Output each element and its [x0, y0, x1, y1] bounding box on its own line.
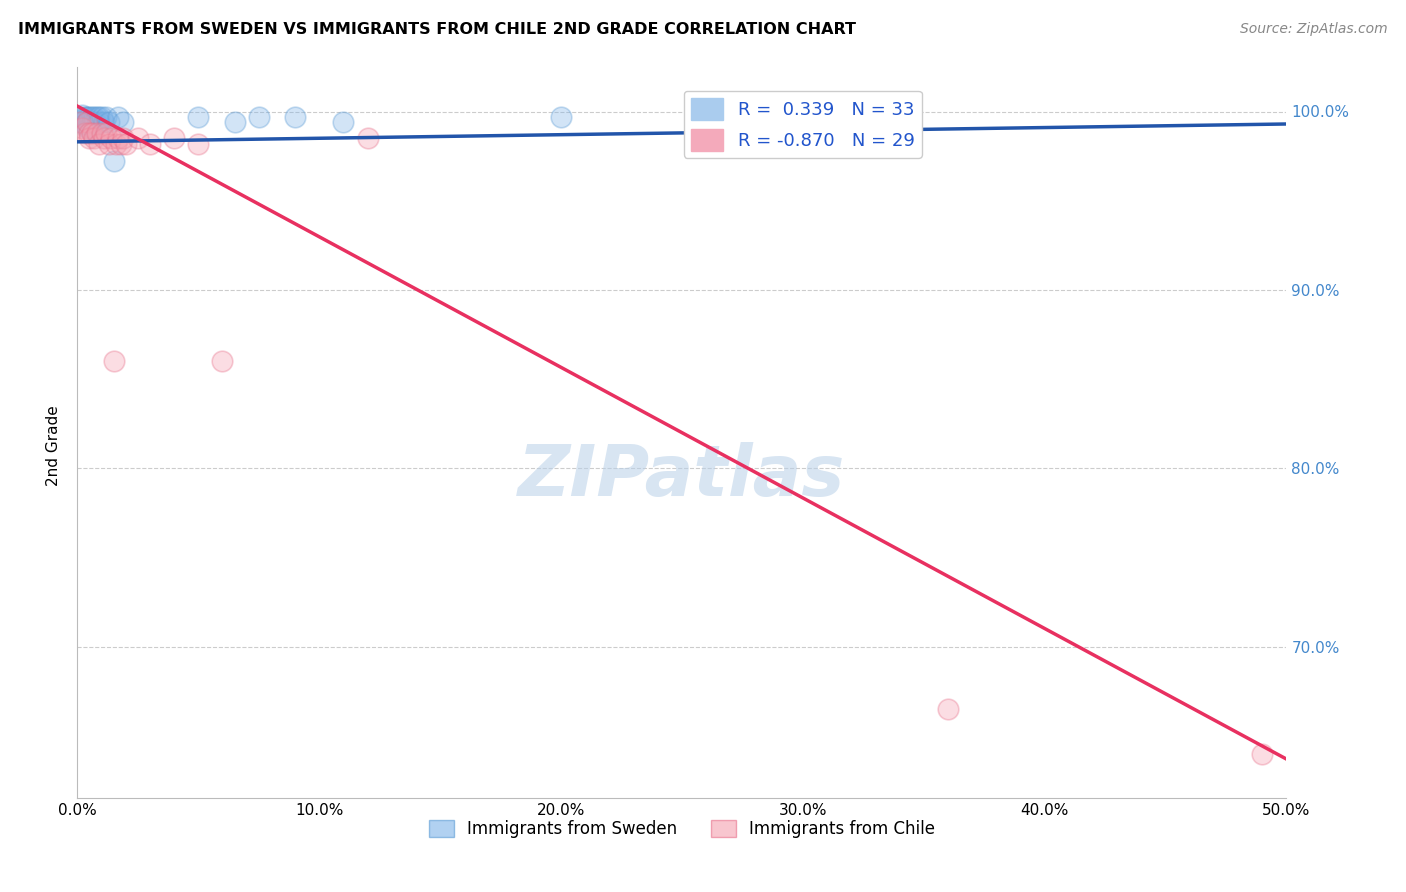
Point — [79, 110, 101, 124]
Text: 2nd Grade: 2nd Grade — [46, 406, 60, 486]
Point — [114, 136, 136, 151]
Point — [97, 115, 120, 129]
Point — [96, 110, 118, 124]
Point — [224, 115, 246, 129]
Text: Source: ZipAtlas.com: Source: ZipAtlas.com — [1240, 22, 1388, 37]
Point — [83, 110, 105, 124]
Point — [69, 110, 91, 124]
Legend: Immigrants from Sweden, Immigrants from Chile: Immigrants from Sweden, Immigrants from … — [422, 814, 942, 845]
Point — [70, 115, 93, 129]
Text: ZIPatlas: ZIPatlas — [519, 442, 845, 511]
Point — [112, 115, 135, 129]
Point — [332, 115, 354, 129]
Point — [100, 131, 122, 145]
Point — [79, 115, 101, 129]
Point — [103, 354, 125, 368]
Point — [103, 154, 125, 169]
Point — [284, 110, 307, 124]
Point — [127, 131, 149, 145]
Point — [86, 110, 108, 124]
Point — [936, 702, 959, 716]
Point — [86, 117, 108, 131]
Point — [97, 136, 120, 151]
Point — [79, 120, 101, 135]
Point — [110, 136, 132, 151]
Point — [187, 136, 209, 151]
Point — [83, 131, 105, 145]
Point — [73, 126, 96, 140]
Point — [107, 131, 129, 145]
Point — [550, 110, 572, 124]
Point — [105, 136, 128, 151]
Point — [87, 110, 110, 124]
Point — [79, 131, 101, 145]
Point — [211, 354, 233, 368]
Point — [86, 126, 108, 140]
Point — [93, 131, 115, 145]
Point — [70, 120, 93, 135]
Point — [107, 110, 129, 124]
Point — [73, 117, 96, 131]
Point — [73, 110, 96, 124]
Point — [79, 126, 101, 140]
Point — [356, 131, 378, 145]
Point — [87, 115, 110, 129]
Point — [139, 136, 162, 151]
Point — [76, 115, 98, 129]
Point — [76, 110, 98, 124]
Point — [80, 115, 103, 129]
Point — [1251, 747, 1274, 761]
Point — [93, 115, 115, 129]
Point — [80, 126, 103, 140]
Point — [83, 115, 105, 129]
Point — [80, 110, 103, 124]
Point — [247, 110, 270, 124]
Point — [112, 131, 135, 145]
Point — [163, 131, 186, 145]
Point — [90, 110, 112, 124]
Point — [76, 120, 98, 135]
Point — [87, 136, 110, 151]
Point — [187, 110, 209, 124]
Point — [90, 126, 112, 140]
Point — [96, 126, 118, 140]
Point — [69, 115, 91, 129]
Point — [70, 108, 93, 122]
Text: IMMIGRANTS FROM SWEDEN VS IMMIGRANTS FROM CHILE 2ND GRADE CORRELATION CHART: IMMIGRANTS FROM SWEDEN VS IMMIGRANTS FRO… — [18, 22, 856, 37]
Point — [76, 115, 98, 129]
Point — [80, 120, 103, 135]
